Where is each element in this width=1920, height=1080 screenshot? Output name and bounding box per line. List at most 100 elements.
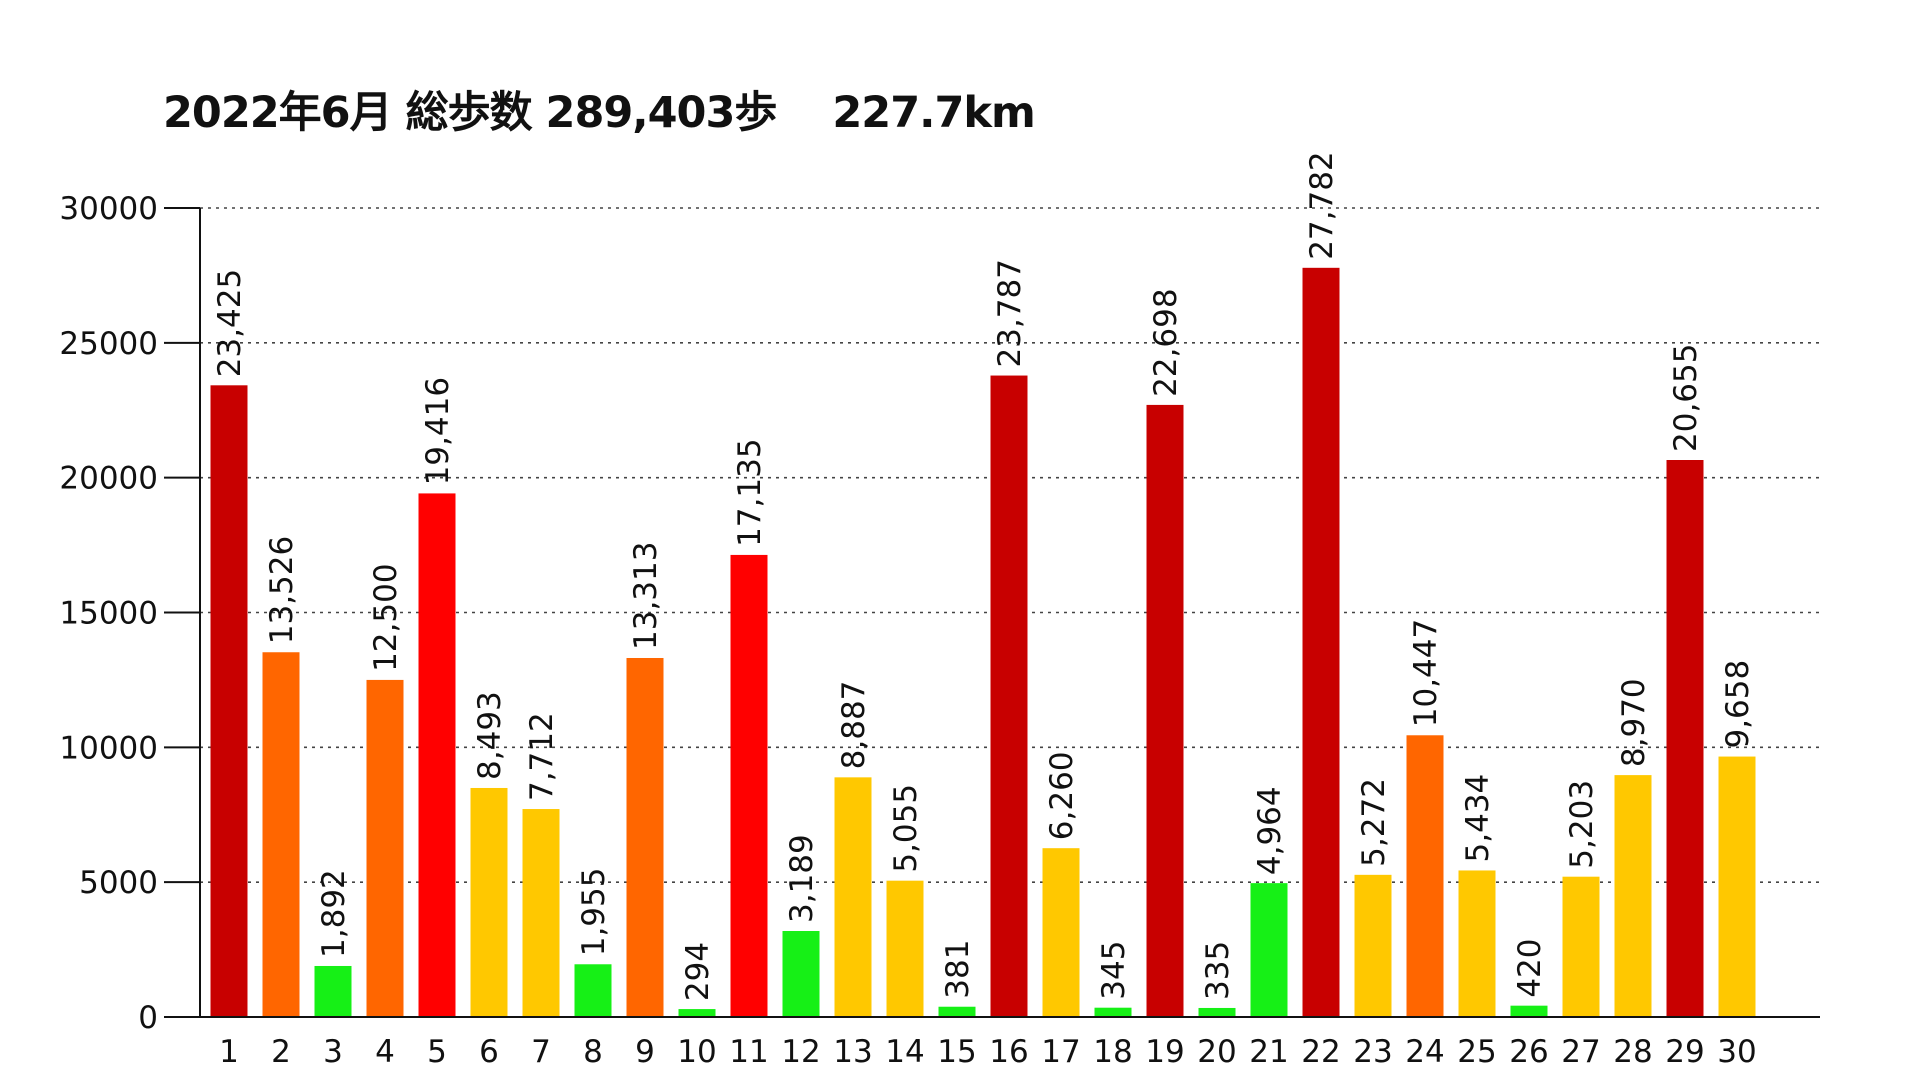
bar	[262, 652, 300, 1017]
bar	[1614, 775, 1652, 1017]
x-tick-label: 29	[1665, 1034, 1704, 1070]
x-tick-label: 6	[479, 1034, 499, 1070]
bar	[834, 777, 872, 1017]
bars	[210, 267, 1756, 1018]
bar	[470, 787, 508, 1017]
bar	[990, 375, 1028, 1017]
x-tick-label: 20	[1197, 1034, 1236, 1070]
data-label: 27,782	[1304, 151, 1340, 259]
x-tick-label: 4	[375, 1034, 395, 1070]
data-label: 1,892	[316, 869, 352, 958]
y-tick-label: 15000	[59, 596, 158, 632]
data-label: 5,055	[888, 784, 924, 873]
chart-title: 2022年6月 総歩数 289,403歩 227.7km	[163, 88, 1036, 138]
x-tick-label: 18	[1093, 1034, 1132, 1070]
bar	[314, 965, 352, 1017]
bar	[1198, 1007, 1236, 1017]
x-tick-label: 22	[1301, 1034, 1340, 1070]
bar	[1510, 1005, 1548, 1017]
bar	[1302, 267, 1340, 1017]
x-tick-label: 25	[1457, 1034, 1496, 1070]
x-tick-label: 3	[323, 1034, 343, 1070]
bar	[1250, 883, 1288, 1017]
data-label: 13,526	[264, 536, 300, 644]
y-tick-label: 5000	[79, 865, 158, 901]
bar	[1042, 848, 1080, 1017]
data-label: 4,964	[1252, 786, 1288, 875]
data-label: 6,260	[1044, 751, 1080, 840]
data-label: 22,698	[1148, 288, 1184, 396]
data-label: 345	[1096, 941, 1132, 1000]
x-tick-label: 23	[1353, 1034, 1392, 1070]
data-label: 335	[1200, 941, 1236, 1000]
data-label: 23,425	[212, 269, 248, 377]
x-tick-label: 5	[427, 1034, 447, 1070]
axes	[164, 207, 1820, 1018]
bar	[1146, 404, 1184, 1017]
data-label: 17,135	[732, 438, 768, 546]
x-tick-label: 12	[781, 1034, 820, 1070]
x-tick-label: 19	[1145, 1034, 1184, 1070]
data-label: 10,447	[1408, 619, 1444, 727]
bar	[1666, 460, 1704, 1017]
y-tick-labels: 0 5000 10000 15000 20000 25000 30000	[59, 191, 158, 1036]
x-tick-label: 1	[219, 1034, 239, 1070]
data-label: 8,970	[1616, 678, 1652, 767]
x-tick-label: 28	[1613, 1034, 1652, 1070]
x-tick-label: 14	[885, 1034, 924, 1070]
bar	[366, 679, 404, 1017]
bar	[1562, 876, 1600, 1017]
bar	[1718, 756, 1756, 1017]
bar	[938, 1006, 976, 1017]
y-tick-label: 10000	[59, 730, 158, 766]
x-tick-label: 24	[1405, 1034, 1444, 1070]
x-tick-label: 9	[635, 1034, 655, 1070]
bar	[782, 931, 820, 1017]
x-tick-label: 2	[271, 1034, 291, 1070]
data-label: 5,434	[1460, 774, 1496, 863]
x-tick-label: 11	[729, 1034, 768, 1070]
x-tick-label: 8	[583, 1034, 603, 1070]
bar	[1458, 870, 1496, 1017]
data-label: 5,272	[1356, 778, 1392, 867]
data-label: 9,658	[1720, 660, 1756, 749]
y-tick-label: 30000	[59, 191, 158, 227]
y-tick-label: 25000	[59, 326, 158, 362]
data-label: 8,493	[472, 691, 508, 780]
y-tick-label: 20000	[59, 461, 158, 497]
bar	[886, 880, 924, 1017]
data-label: 294	[680, 942, 716, 1001]
bar	[1406, 735, 1444, 1017]
y-tick-label: 0	[138, 1000, 158, 1036]
x-tick-label: 21	[1249, 1034, 1288, 1070]
x-tick-label: 10	[677, 1034, 716, 1070]
data-label: 19,416	[420, 377, 456, 485]
x-tick-label: 7	[531, 1034, 551, 1070]
x-tick-label: 27	[1561, 1034, 1600, 1070]
data-label: 5,203	[1564, 780, 1600, 869]
bar	[626, 657, 664, 1017]
x-tick-label: 16	[989, 1034, 1028, 1070]
x-tick-labels: 1 2 3 4 5 6 7 8 9 10 11 12 13 14 15 16 17 18 19 20 21 22 23 24 2…	[219, 1034, 1757, 1070]
x-tick-label: 15	[937, 1034, 976, 1070]
x-tick-label: 17	[1041, 1034, 1080, 1070]
data-label: 8,887	[836, 681, 872, 770]
bar	[574, 964, 612, 1017]
bar	[522, 809, 560, 1017]
bar	[210, 385, 248, 1017]
bar	[678, 1009, 716, 1017]
x-tick-label: 26	[1509, 1034, 1548, 1070]
data-label: 23,787	[992, 259, 1028, 367]
data-label: 381	[940, 940, 976, 999]
bar	[730, 554, 768, 1017]
data-label: 13,313	[628, 542, 664, 650]
data-label: 20,655	[1668, 344, 1704, 452]
x-tick-label: 30	[1717, 1034, 1756, 1070]
data-label: 12,500	[368, 563, 404, 671]
data-label: 3,189	[784, 834, 820, 923]
bar	[1354, 874, 1392, 1017]
data-label: 420	[1512, 939, 1548, 998]
bar	[418, 493, 456, 1018]
data-label: 1,955	[576, 868, 612, 957]
